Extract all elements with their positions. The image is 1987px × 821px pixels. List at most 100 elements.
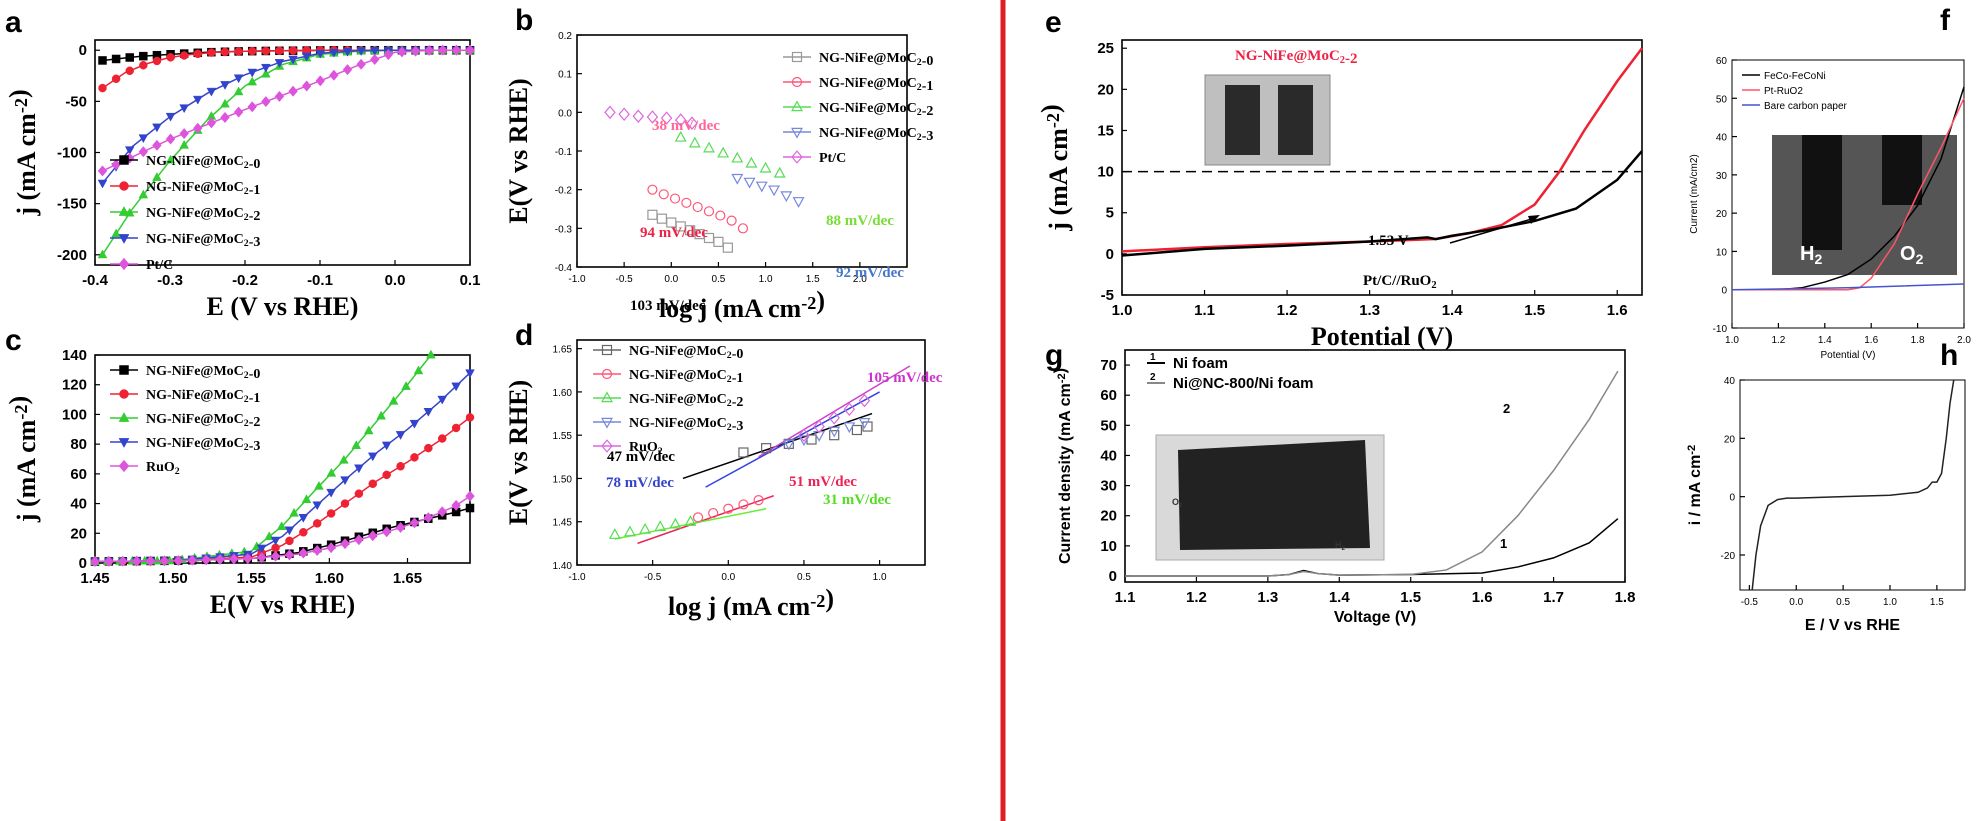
data-point bbox=[247, 68, 258, 78]
legend-label: Pt-RuO2 bbox=[1764, 86, 1803, 97]
x-tick-label: 1.4 bbox=[1818, 335, 1832, 346]
x-tick-label: 1.45 bbox=[80, 570, 109, 587]
data-point bbox=[301, 80, 312, 92]
data-point bbox=[124, 146, 135, 156]
legend-marker bbox=[118, 459, 130, 473]
data-point bbox=[340, 499, 350, 508]
data-point bbox=[397, 46, 407, 58]
data-point bbox=[382, 470, 391, 480]
x-axis-title: E / V vs RHE bbox=[1805, 617, 1900, 634]
y-tick-label: 20 bbox=[1716, 209, 1728, 220]
data-point bbox=[312, 519, 322, 528]
data-point bbox=[726, 215, 737, 226]
y-tick-label: 40 bbox=[70, 496, 87, 513]
legend-entry: Pt-RuO2 bbox=[1742, 86, 1803, 97]
data-point bbox=[342, 47, 353, 57]
data-point bbox=[723, 503, 734, 514]
data-point bbox=[715, 210, 726, 221]
data-point bbox=[708, 507, 719, 519]
data-point bbox=[206, 117, 217, 129]
data-point bbox=[604, 105, 616, 120]
x-tick-label: -0.1 bbox=[307, 272, 333, 289]
data-point bbox=[654, 520, 667, 532]
x-tick-label: 1.65 bbox=[393, 570, 422, 587]
plot-frame bbox=[576, 339, 926, 566]
y-tick-label: 10 bbox=[1716, 247, 1728, 258]
data-point bbox=[369, 53, 380, 66]
series-1 bbox=[692, 494, 764, 523]
legend-entry: NG-NiFe@MoC2-1 bbox=[110, 388, 260, 406]
plot-frame bbox=[1121, 39, 1643, 296]
y-tick-label: 0 bbox=[1106, 246, 1114, 263]
x-tick-label: 1.55 bbox=[237, 570, 266, 587]
fit-line bbox=[637, 495, 774, 545]
data-point bbox=[686, 116, 698, 130]
data-point bbox=[125, 53, 134, 62]
data-point bbox=[745, 156, 758, 168]
series-line bbox=[101, 49, 470, 256]
legend-index: 2 bbox=[1150, 372, 1156, 383]
slope-annotation: 94 mV/dec bbox=[640, 225, 708, 241]
data-point bbox=[451, 499, 461, 511]
series-2 bbox=[674, 130, 786, 178]
series-line bbox=[1121, 150, 1643, 257]
series-4 bbox=[90, 490, 475, 568]
data-point bbox=[284, 549, 295, 561]
y-tick-label: 20 bbox=[1097, 81, 1114, 98]
series-line bbox=[94, 507, 471, 563]
electrode-image bbox=[1802, 135, 1842, 250]
data-point bbox=[139, 51, 148, 61]
legend-entry: RuO2 bbox=[110, 459, 180, 477]
legend-marker bbox=[601, 391, 613, 403]
data-point bbox=[206, 87, 217, 97]
data-point bbox=[243, 553, 253, 565]
data-point bbox=[138, 189, 149, 199]
x-tick-label: -0.5 bbox=[1741, 597, 1759, 608]
data-point bbox=[465, 413, 475, 422]
data-point bbox=[660, 111, 673, 125]
data-point bbox=[234, 47, 243, 56]
data-point bbox=[409, 517, 420, 529]
chart-panel-e: e 1.0 1.1 1.2 1.3 1.4 1.5 1.6 -5 0 5 10 15 20 25 Potent… bbox=[1036, 6, 1643, 351]
data-point bbox=[843, 402, 856, 417]
data-point bbox=[658, 189, 669, 200]
data-point bbox=[692, 512, 704, 523]
data-point bbox=[409, 419, 420, 429]
y-tick-label: 10 bbox=[1097, 164, 1114, 181]
data-point bbox=[165, 154, 176, 164]
data-point bbox=[368, 479, 378, 489]
x-tick-label: 2.0 bbox=[853, 274, 867, 285]
data-point bbox=[220, 81, 230, 90]
slope-annotation: 38 mV/dec bbox=[652, 118, 720, 134]
x-tick-label: 1.8 bbox=[1911, 335, 1925, 346]
data-point bbox=[288, 55, 298, 65]
data-point bbox=[284, 526, 295, 536]
data-point bbox=[828, 411, 840, 425]
y-tick-label: 0 bbox=[79, 555, 87, 572]
y-tick-label: 80 bbox=[70, 436, 87, 453]
series-2 bbox=[97, 44, 475, 259]
legend-marker bbox=[119, 389, 129, 399]
data-point bbox=[731, 173, 744, 185]
panel-label: f bbox=[1940, 4, 1951, 37]
curve-label: 1 bbox=[1500, 536, 1507, 551]
y-tick-label: 0 bbox=[1109, 568, 1117, 585]
y-tick-label: 1.55 bbox=[553, 431, 573, 442]
series-line bbox=[1125, 370, 1619, 577]
data-point bbox=[138, 134, 149, 144]
y-tick-label: 50 bbox=[1716, 94, 1728, 105]
y-tick-label: 100 bbox=[62, 406, 87, 423]
chart-panel-b: b -1.0 -0.5 0.0 0.5 1.0 1.5 2.0 -0.4 -0.3 -0.2 -0.1… bbox=[504, 4, 933, 323]
legend-entry: NG-NiFe@MoC2-1 bbox=[783, 76, 933, 94]
data-point bbox=[98, 83, 107, 93]
data-point bbox=[798, 428, 810, 442]
data-point bbox=[426, 349, 436, 359]
y-tick-label: 1.40 bbox=[553, 561, 573, 572]
slope-annotation: 51 mV/dec bbox=[789, 474, 857, 490]
x-tick-label: 0.5 bbox=[711, 274, 725, 285]
data-point bbox=[703, 141, 715, 153]
electrode-image bbox=[1178, 440, 1370, 550]
x-tick-label: 0.0 bbox=[721, 572, 735, 583]
y-tick-label: 25 bbox=[1097, 40, 1114, 57]
legend-entry: 1 Ni foam bbox=[1147, 352, 1228, 372]
